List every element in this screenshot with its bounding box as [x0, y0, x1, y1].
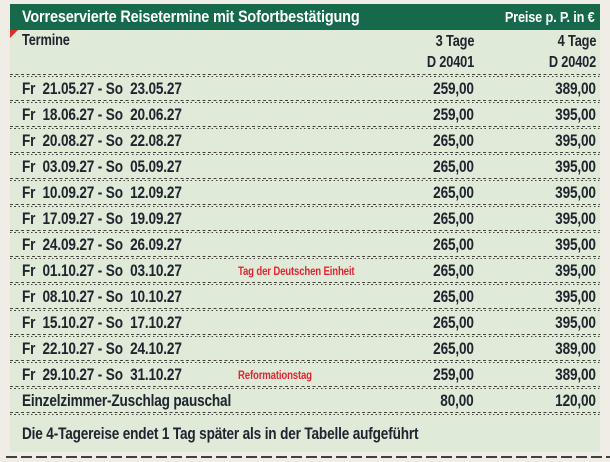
table-title: Vorreservierte Reisetermine mit Sofortbe… [22, 7, 360, 26]
dotted-divider [10, 152, 600, 156]
date-range: Fr 08.10.27 - So 10.10.27 [22, 287, 182, 306]
price-3-tage: 265,00 [433, 183, 474, 202]
dotted-divider [10, 256, 600, 260]
column-header-row: Termine 3 Tage D 20401 4 Tage D 20402 [10, 30, 600, 74]
price-4-tage: 395,00 [555, 261, 596, 280]
price-3-tage: 265,00 [433, 235, 474, 254]
dotted-divider [10, 100, 600, 104]
date-range: Fr 22.10.27 - So 24.10.27 [22, 339, 182, 358]
date-range: Fr 18.06.27 - So 20.06.27 [22, 105, 182, 124]
price-4-tage: 395,00 [555, 131, 596, 150]
price-3-tage: 265,00 [433, 313, 474, 332]
table-row: Fr 17.09.27 - So 19.09.27 265,00 395,00 [10, 208, 600, 230]
column-4-tage: 4 Tage D 20402 [478, 30, 600, 74]
column-3-tage: 3 Tage D 20401 [356, 30, 478, 74]
dotted-divider [10, 412, 600, 416]
table-row: Fr 20.08.27 - So 22.08.27 265,00 395,00 [10, 130, 600, 152]
dotted-divider [10, 386, 600, 390]
table-row: Fr 18.06.27 - So 20.06.27 259,00 395,00 [10, 104, 600, 126]
dotted-divider [10, 126, 600, 130]
price-4-tage: 395,00 [555, 105, 596, 124]
price-4-tage: 395,00 [555, 183, 596, 202]
surcharge-price-4-tage: 120,00 [555, 391, 596, 410]
dotted-divider [10, 204, 600, 208]
date-rows: Fr 21.05.27 - So 23.05.27 259,00 389,00 … [10, 78, 600, 390]
table-row: Fr 29.10.27 - So 31.10.27 Reformationsta… [10, 364, 600, 386]
price-4-tage: 389,00 [555, 79, 596, 98]
table-row: Fr 10.09.27 - So 12.09.27 265,00 395,00 [10, 182, 600, 204]
date-range: Fr 20.08.27 - So 22.08.27 [22, 131, 182, 150]
dotted-divider [10, 74, 600, 78]
termine-column-label: Termine [22, 32, 70, 49]
dotted-divider [10, 334, 600, 338]
page-bottom-rule [6, 456, 610, 458]
holiday-note: Tag der Deutschen Einheit [238, 264, 355, 278]
table-row: Fr 21.05.27 - So 23.05.27 259,00 389,00 [10, 78, 600, 100]
date-range: Fr 15.10.27 - So 17.10.27 [22, 313, 182, 332]
footer-note: Die 4-Tagereise endet 1 Tag später als i… [22, 424, 419, 443]
table-row: Fr 15.10.27 - So 17.10.27 265,00 395,00 [10, 312, 600, 334]
table-row: Fr 22.10.27 - So 24.10.27 265,00 389,00 [10, 338, 600, 360]
date-range: Fr 17.09.27 - So 19.09.27 [22, 209, 182, 228]
holiday-note: Reformationstag [238, 368, 312, 382]
date-range: Fr 03.09.27 - So 05.09.27 [22, 157, 182, 176]
price-3-tage: 259,00 [433, 365, 474, 384]
duration-4-tage: 4 Tage [557, 33, 596, 50]
price-3-tage: 265,00 [433, 131, 474, 150]
dotted-divider [10, 360, 600, 364]
duration-3-tage: 3 Tage [435, 33, 474, 50]
date-range: Fr 21.05.27 - So 23.05.27 [22, 79, 182, 98]
price-4-tage: 389,00 [555, 339, 596, 358]
code-d20401: D 20401 [426, 54, 474, 71]
price-unit-label: Preise p. P. in € [505, 8, 595, 26]
dotted-divider [10, 178, 600, 182]
date-range: Fr 01.10.27 - So 03.10.27 [22, 261, 182, 280]
price-4-tage: 395,00 [555, 313, 596, 332]
dotted-divider [10, 282, 600, 286]
date-range: Fr 10.09.27 - So 12.09.27 [22, 183, 182, 202]
price-4-tage: 389,00 [555, 365, 596, 384]
code-d20402: D 20402 [548, 54, 596, 71]
dotted-divider [10, 230, 600, 234]
table-row: Fr 01.10.27 - So 03.10.27 Tag der Deutsc… [10, 260, 600, 282]
date-range: Fr 24.09.27 - So 26.09.27 [22, 235, 182, 254]
table-row: Fr 24.09.27 - So 26.09.27 265,00 395,00 [10, 234, 600, 256]
surcharge-label: Einzelzimmer-Zuschlag pauschal [22, 391, 232, 410]
price-4-tage: 395,00 [555, 209, 596, 228]
price-3-tage: 265,00 [433, 339, 474, 358]
table-title-bar: Vorreservierte Reisetermine mit Sofortbe… [10, 4, 600, 30]
dotted-divider [10, 308, 600, 312]
table-row: Fr 08.10.27 - So 10.10.27 265,00 395,00 [10, 286, 600, 308]
comment-marker-icon [10, 30, 18, 38]
table-row: Fr 03.09.27 - So 05.09.27 265,00 395,00 [10, 156, 600, 178]
price-table: Vorreservierte Reisetermine mit Sofortbe… [10, 4, 600, 452]
price-3-tage: 265,00 [433, 287, 474, 306]
price-3-tage: 259,00 [433, 79, 474, 98]
price-4-tage: 395,00 [555, 157, 596, 176]
date-range: Fr 29.10.27 - So 31.10.27 [22, 365, 182, 384]
price-4-tage: 395,00 [555, 235, 596, 254]
surcharge-row: Einzelzimmer-Zuschlag pauschal 80,00 120… [10, 390, 600, 412]
price-3-tage: 265,00 [433, 261, 474, 280]
price-3-tage: 265,00 [433, 157, 474, 176]
surcharge-price-3-tage: 80,00 [440, 391, 474, 410]
price-3-tage: 259,00 [433, 105, 474, 124]
price-3-tage: 265,00 [433, 209, 474, 228]
price-4-tage: 395,00 [555, 287, 596, 306]
